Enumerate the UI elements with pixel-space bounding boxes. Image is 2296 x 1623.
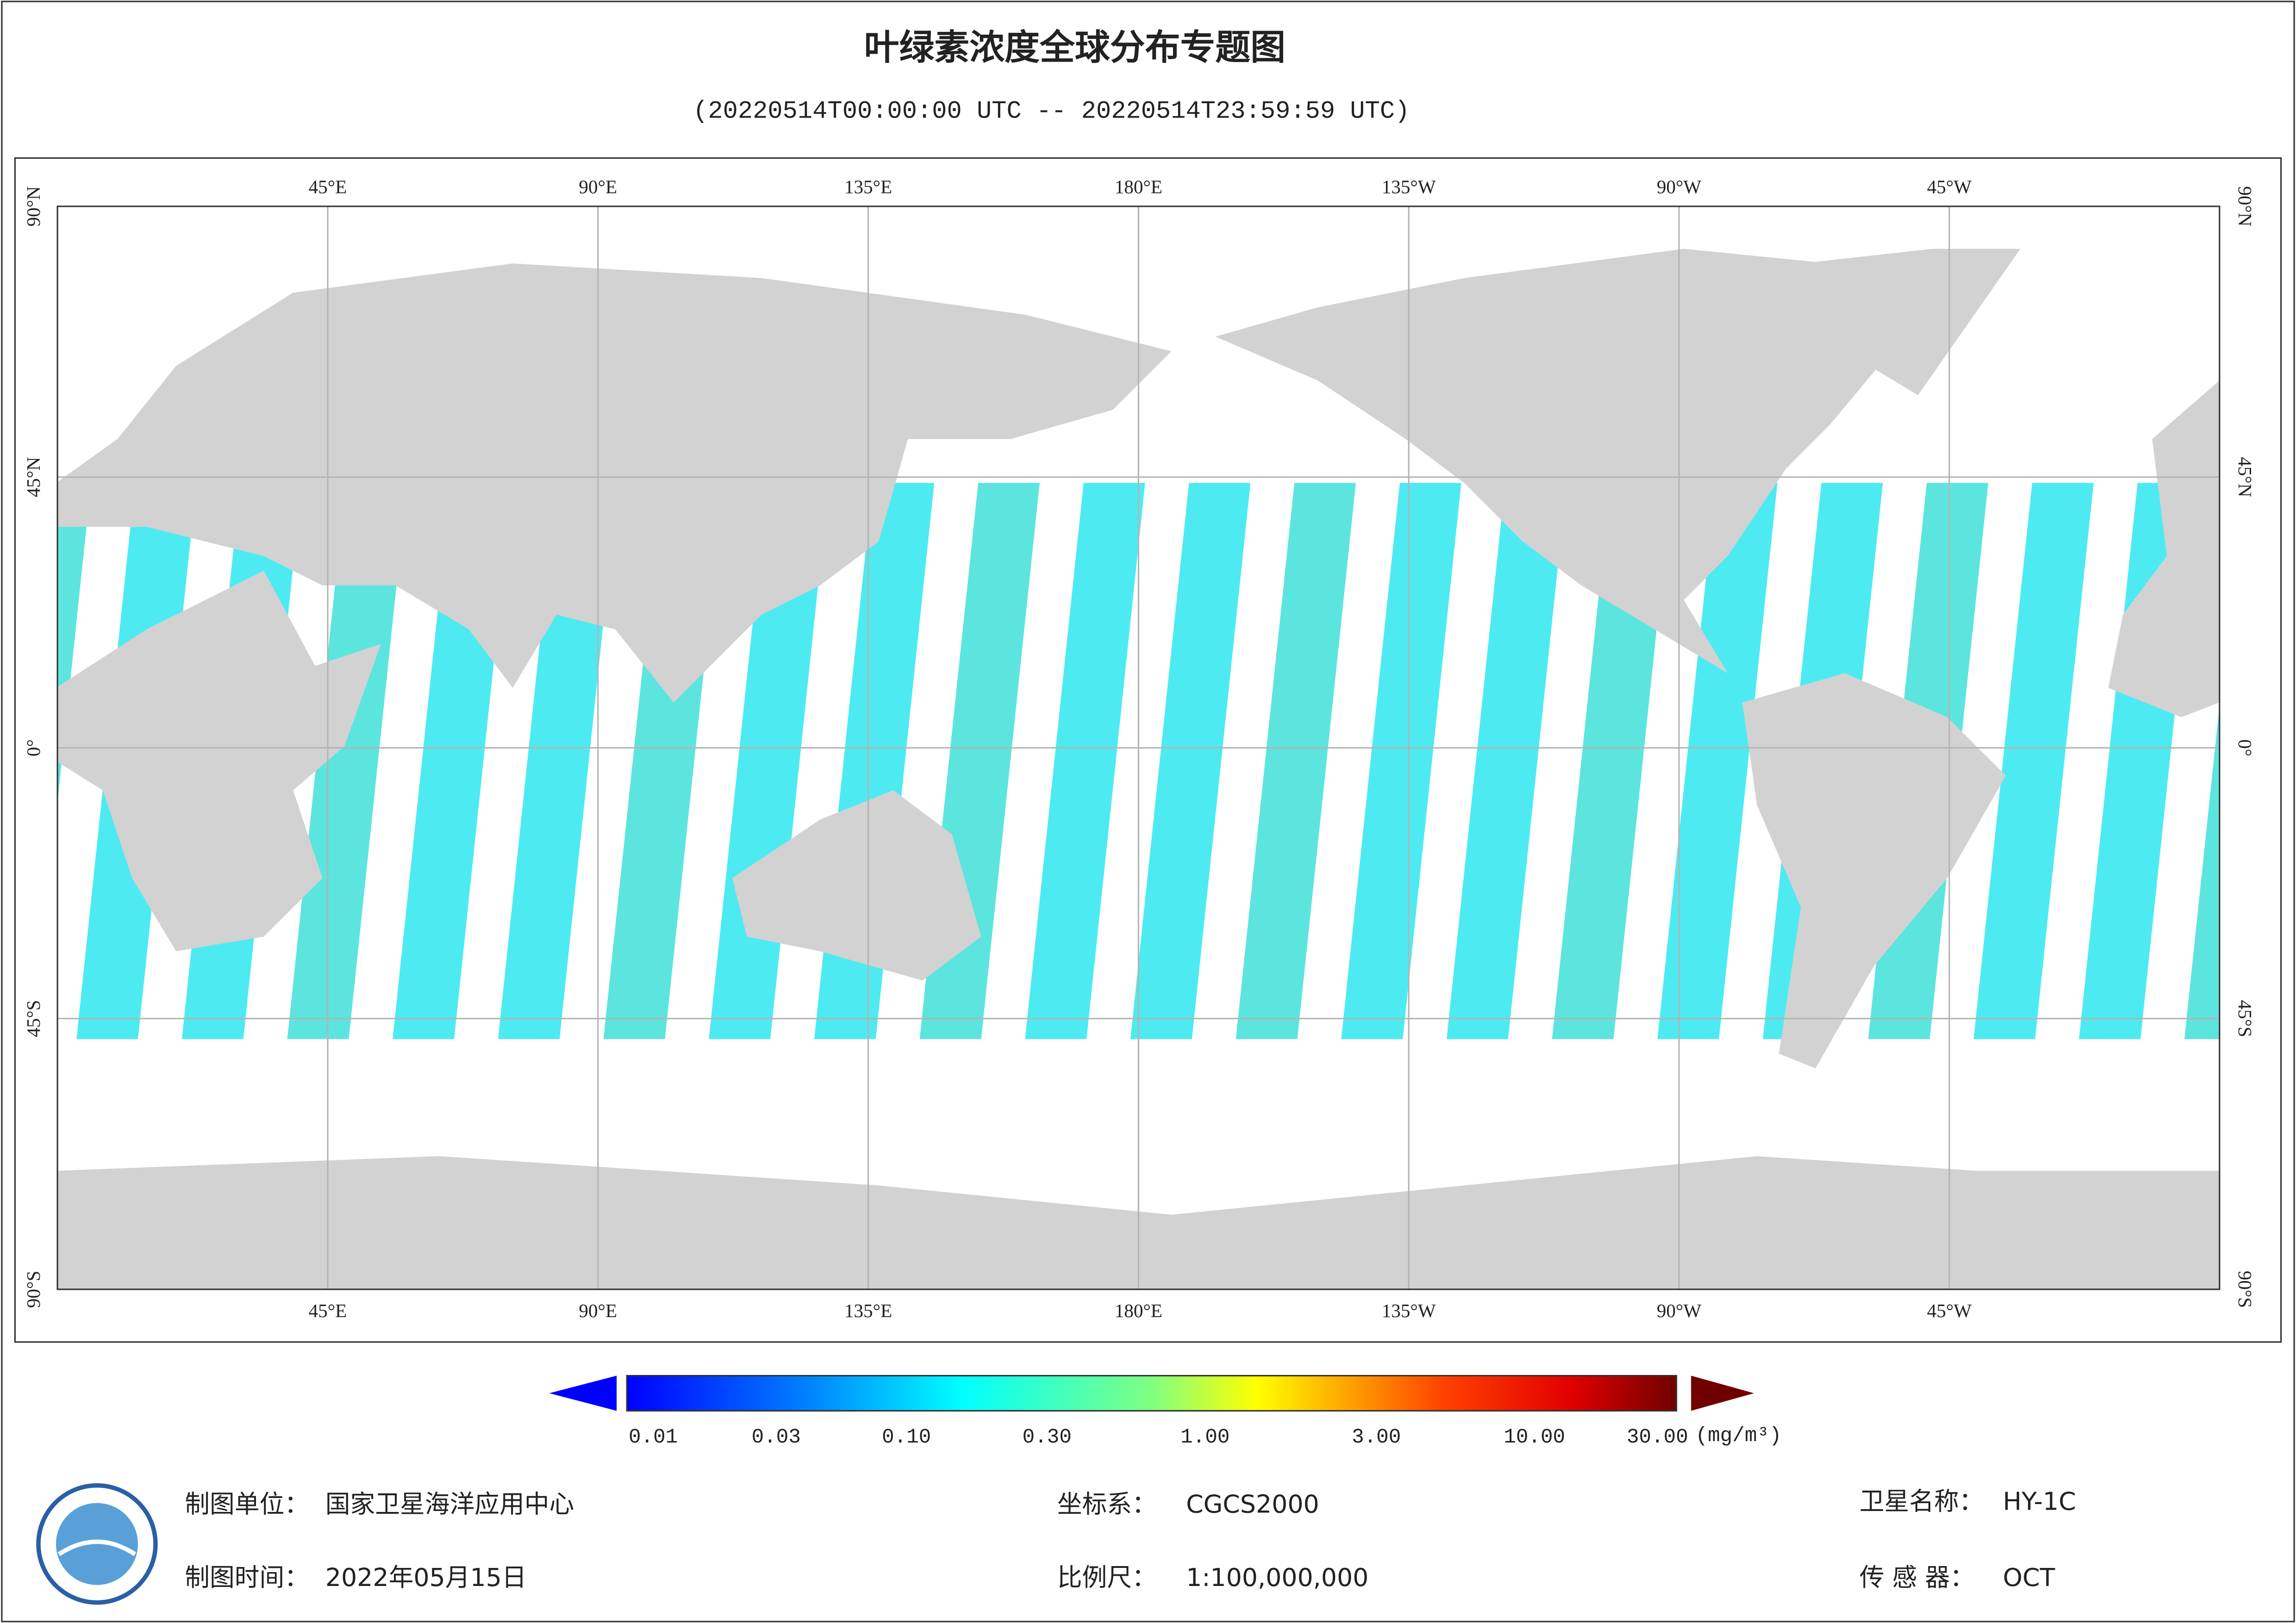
satellite: HY-1C xyxy=(2003,1486,2076,1516)
logo xyxy=(36,1483,158,1605)
eurasia xyxy=(57,263,1172,703)
crs-label: 坐标系： xyxy=(1057,1490,1157,1519)
colorbar-tick-label: 0.30 xyxy=(1023,1426,1072,1449)
lon-label-top: 180°E xyxy=(1115,176,1162,197)
sensor-label: 传 感 器： xyxy=(1859,1563,1975,1592)
lon-label-top: 135°E xyxy=(844,176,892,197)
swath xyxy=(1657,483,1778,1039)
lon-label-top: 90°E xyxy=(579,176,617,197)
lat-label-right: 90°S xyxy=(2234,1271,2256,1308)
lon-label-bottom: 45°E xyxy=(309,1300,347,1321)
lat-label-right: 0° xyxy=(2234,739,2256,756)
scale: 1:100,000,000 xyxy=(1186,1563,1368,1592)
unit-label: 制图单位： xyxy=(185,1490,309,1519)
swath xyxy=(287,483,407,1039)
colorbar-tick-label: 3.00 xyxy=(1352,1426,1401,1449)
time-label: 制图时间： xyxy=(185,1563,309,1592)
swath xyxy=(1447,483,1567,1039)
lon-label-top: 90°W xyxy=(1657,176,1702,197)
north-america xyxy=(1215,249,1903,673)
australia xyxy=(732,790,981,981)
lon-label-bottom: 180°E xyxy=(1115,1300,1162,1321)
colorbar-unit: (mg/m³) xyxy=(1696,1424,1782,1448)
colorbar-tick-label: 0.01 xyxy=(629,1426,678,1449)
swath xyxy=(1025,483,1145,1039)
colorbar-tick-label: 0.03 xyxy=(752,1426,801,1449)
swath xyxy=(1130,483,1251,1039)
map-border xyxy=(56,205,2221,1290)
swath xyxy=(1235,483,1356,1039)
satellite-label: 卫星名称： xyxy=(1859,1486,1984,1516)
swath xyxy=(1341,483,1461,1039)
lon-label-bottom: 90°E xyxy=(579,1300,617,1321)
africa xyxy=(57,571,381,951)
lat-label-left: 90°S xyxy=(23,1271,44,1308)
time: 2022年05月15日 xyxy=(325,1563,527,1592)
lat-label-right: 90°N xyxy=(2234,186,2256,226)
swath xyxy=(1973,483,2094,1039)
unit: 国家卫星海洋应用中心 xyxy=(325,1490,574,1519)
lon-label-bottom: 135°E xyxy=(844,1300,892,1321)
lon-label-top: 135°W xyxy=(1382,176,1436,197)
lon-label-bottom: 45°W xyxy=(1927,1300,1972,1321)
colorbar-high-arrow xyxy=(1691,1375,1754,1411)
lat-label-right: 45°S xyxy=(2234,1000,2256,1037)
lat-label-left: 45°N xyxy=(23,457,44,497)
colorbar xyxy=(626,1374,1678,1412)
colorbar-tick-label: 0.10 xyxy=(882,1426,931,1449)
graticule xyxy=(57,206,2220,1289)
colorbar-tick-label: 1.00 xyxy=(1180,1426,1229,1449)
lat-label-right: 45°N xyxy=(2234,457,2256,497)
sensor: OCT xyxy=(2003,1563,2055,1592)
lon-label-bottom: 135°W xyxy=(1382,1300,1436,1321)
colorbar-tick-label: 30.00 xyxy=(1627,1426,1688,1449)
scale-label: 比例尺： xyxy=(1057,1563,1157,1592)
lon-label-bottom: 90°W xyxy=(1657,1300,1702,1321)
lat-label-left: 0° xyxy=(23,739,44,756)
lon-label-top: 45°E xyxy=(309,176,347,197)
colorbar-tick-label: 10.00 xyxy=(1504,1426,1565,1449)
europe-africa-west xyxy=(2108,380,2220,717)
greenland xyxy=(1801,249,2021,395)
map-frame xyxy=(14,157,2282,1343)
colorbar-low-arrow xyxy=(549,1375,617,1411)
crs: CGCS2000 xyxy=(1186,1490,1319,1519)
swath xyxy=(1552,483,1672,1039)
south-america xyxy=(1742,673,2006,1069)
subtitle: (20220514T00:00:00 UTC -- 20220514T23:59… xyxy=(693,98,1410,126)
lat-label-left: 90°N xyxy=(23,186,44,226)
lat-label-left: 45°S xyxy=(23,1000,44,1037)
lon-label-top: 45°W xyxy=(1927,176,1972,197)
title: 叶绿素浓度全球分布专题图 xyxy=(864,27,1286,68)
